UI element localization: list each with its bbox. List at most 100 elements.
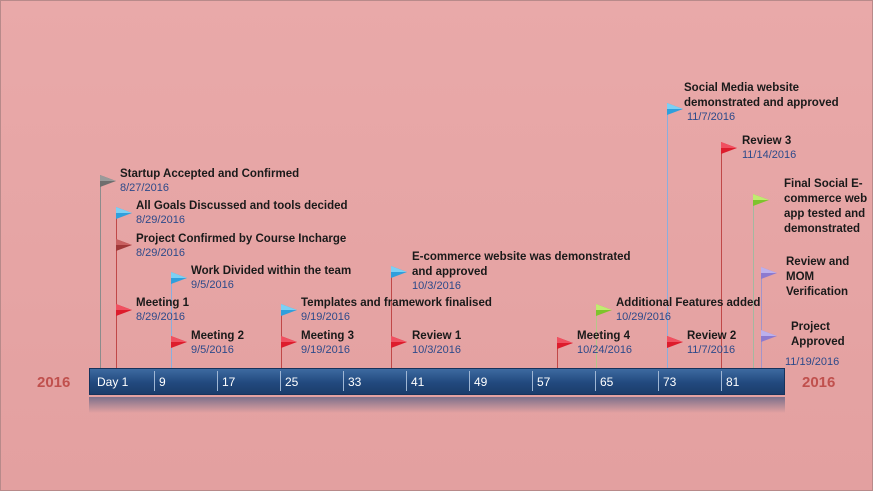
axis-tick-label: 41 bbox=[411, 375, 425, 389]
event-title: All Goals Discussed and tools decided bbox=[136, 200, 348, 212]
event-date: 8/29/2016 bbox=[136, 311, 185, 323]
event-title: Review 2 bbox=[687, 330, 737, 342]
axis-tick-label: 65 bbox=[600, 375, 614, 389]
event-title: Project Approved bbox=[791, 321, 845, 348]
axis-tick-label: 73 bbox=[663, 375, 677, 389]
red-flag-icon bbox=[721, 142, 737, 154]
red-flag-icon bbox=[281, 336, 297, 348]
event-title: Additional Features added bbox=[616, 297, 761, 309]
event-startup-accepted: Startup Accepted and Confirmed 8/27/2016 bbox=[120, 167, 299, 195]
red-flag-icon bbox=[667, 336, 683, 348]
event-meeting-4: Meeting 4 10/24/2016 bbox=[577, 329, 632, 357]
stem-line bbox=[761, 271, 762, 369]
blue-flag-icon bbox=[667, 103, 683, 115]
axis-tick bbox=[280, 371, 281, 391]
axis-tick bbox=[532, 371, 533, 391]
stem-line bbox=[721, 147, 722, 369]
axis-tick bbox=[595, 371, 596, 391]
axis-tick bbox=[658, 371, 659, 391]
axis-tick-label: 33 bbox=[348, 375, 362, 389]
event-date: 8/29/2016 bbox=[136, 247, 185, 259]
event-date: 9/19/2016 bbox=[301, 344, 350, 356]
grey-flag-icon bbox=[100, 175, 116, 187]
axis-tick-label: 17 bbox=[222, 375, 236, 389]
blue-flag-icon bbox=[171, 272, 187, 284]
event-work-divided: Work Divided within the team 9/5/2016 bbox=[191, 264, 351, 292]
event-date: 9/5/2016 bbox=[191, 344, 234, 356]
axis-tick bbox=[469, 371, 470, 391]
event-project-confirmed: Project Confirmed by Course Incharge 8/2… bbox=[136, 232, 346, 260]
timeline-bar-reflection bbox=[89, 397, 785, 413]
event-date: 11/7/2016 bbox=[687, 111, 736, 123]
blue-flag-icon bbox=[391, 266, 407, 278]
event-review-2: Review 2 11/7/2016 bbox=[687, 329, 736, 357]
green-flag-icon bbox=[753, 194, 769, 206]
dark-red-flag-icon bbox=[116, 239, 132, 251]
red-flag-icon bbox=[391, 336, 407, 348]
stem-line bbox=[753, 199, 754, 369]
event-additional-features: Additional Features added 10/29/2016 bbox=[616, 296, 760, 324]
event-goals-discussed: All Goals Discussed and tools decided 8/… bbox=[136, 199, 348, 227]
event-date: 10/3/2016 bbox=[412, 344, 461, 356]
event-meeting-1: Meeting 1 8/29/2016 bbox=[136, 296, 189, 324]
event-title: Review and MOM Verification bbox=[786, 256, 850, 298]
event-title: E-commerce website was demonstrated and … bbox=[412, 251, 631, 278]
axis-tick-label: 25 bbox=[285, 375, 299, 389]
axis-tick-label: 9 bbox=[159, 375, 166, 389]
stem-line bbox=[171, 276, 172, 369]
event-final-tested: Final Social E-commerce web app tested a… bbox=[784, 177, 872, 237]
event-date: 10/29/2016 bbox=[616, 311, 672, 323]
red-flag-icon bbox=[116, 304, 132, 316]
event-date: 11/7/2016 bbox=[687, 344, 736, 356]
event-templates-finalised: Templates and framework finalised 9/19/2… bbox=[301, 296, 492, 324]
axis-tick-label: 49 bbox=[474, 375, 488, 389]
axis-tick bbox=[721, 371, 722, 391]
event-title: Meeting 3 bbox=[301, 330, 355, 342]
start-year-label: 2016 bbox=[37, 374, 71, 391]
stem-line bbox=[391, 270, 392, 369]
event-title: Social Media website demonstrated and ap… bbox=[684, 82, 839, 109]
axis-tick-label: Day 1 bbox=[97, 375, 129, 389]
stem-line bbox=[116, 211, 117, 369]
purple-flag-icon bbox=[761, 267, 777, 279]
purple-flag-icon bbox=[761, 330, 777, 342]
event-title: Work Divided within the team bbox=[191, 265, 352, 277]
event-review-3: Review 3 11/14/2016 bbox=[742, 134, 796, 162]
event-date: 11/14/2016 bbox=[742, 149, 797, 161]
stem-line bbox=[557, 341, 558, 369]
event-review-mom: Review and MOM Verification bbox=[786, 255, 861, 300]
event-date: 8/27/2016 bbox=[120, 182, 169, 194]
red-flag-icon bbox=[557, 337, 573, 349]
axis-tick-label: 81 bbox=[726, 375, 740, 389]
event-title: Review 1 bbox=[412, 330, 462, 342]
event-title: Meeting 2 bbox=[191, 330, 245, 342]
event-project-approved: Project Approved 11/19/2016 bbox=[785, 320, 855, 369]
event-review-1: Review 1 10/3/2016 bbox=[412, 329, 461, 357]
event-date: 9/5/2016 bbox=[191, 279, 234, 291]
timeline-bar bbox=[89, 368, 785, 395]
event-title: Startup Accepted and Confirmed bbox=[120, 168, 300, 180]
event-meeting-2: Meeting 2 9/5/2016 bbox=[191, 329, 244, 357]
stem-line bbox=[667, 108, 668, 369]
event-date: 10/24/2016 bbox=[577, 344, 633, 356]
event-ecommerce-demonstrated: E-commerce website was demonstrated and … bbox=[412, 250, 642, 293]
axis-tick bbox=[406, 371, 407, 391]
axis-tick bbox=[343, 371, 344, 391]
event-title: Review 3 bbox=[742, 135, 792, 147]
axis-tick bbox=[154, 371, 155, 391]
event-title: Project Confirmed by Course Incharge bbox=[136, 233, 347, 245]
blue-flag-icon bbox=[281, 304, 297, 316]
end-year-label: 2016 bbox=[802, 374, 836, 391]
green-flag-icon bbox=[596, 304, 612, 316]
event-date: 9/19/2016 bbox=[301, 311, 350, 323]
axis-tick-label: 57 bbox=[537, 375, 551, 389]
event-date: 8/29/2016 bbox=[136, 214, 185, 226]
event-date: 11/19/2016 bbox=[785, 356, 840, 368]
event-meeting-3: Meeting 3 9/19/2016 bbox=[301, 329, 354, 357]
event-title: Templates and framework finalised bbox=[301, 297, 492, 309]
event-title: Final Social E-commerce web app tested a… bbox=[784, 178, 868, 235]
red-flag-icon bbox=[171, 336, 187, 348]
event-social-media-demonstrated: Social Media website demonstrated and ap… bbox=[684, 81, 849, 124]
axis-tick bbox=[217, 371, 218, 391]
